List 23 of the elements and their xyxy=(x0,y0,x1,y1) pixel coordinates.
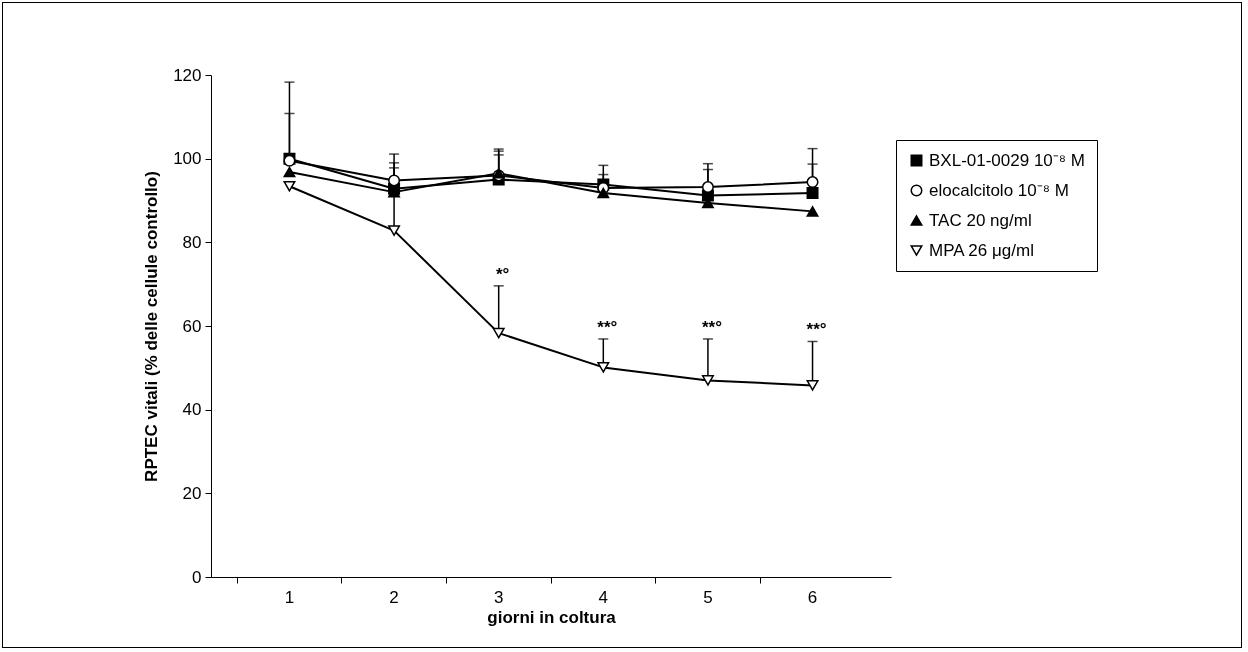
annotation: **° xyxy=(597,317,618,337)
legend-label: elocalcitolo 10⁻⁸ M xyxy=(929,180,1069,200)
y-tick-label: 20 xyxy=(182,483,202,503)
legend-label: TAC 20 ng/ml xyxy=(929,210,1032,230)
x-axis-title: giorni in coltura xyxy=(487,607,617,627)
x-tick-label: 5 xyxy=(703,587,713,607)
annotation: *° xyxy=(495,264,510,284)
y-tick-label: 0 xyxy=(192,567,202,587)
x-tick-label: 2 xyxy=(389,587,399,607)
x-tick-label: 1 xyxy=(284,587,295,607)
legend-label: MPA 26 μg/ml xyxy=(929,240,1034,260)
y-tick-label: 120 xyxy=(173,65,202,85)
y-tick-label: 80 xyxy=(182,232,202,252)
x-tick-label: 6 xyxy=(807,587,818,607)
annotation: **° xyxy=(806,320,827,340)
annotation: **° xyxy=(701,317,723,337)
x-tick-label: 3 xyxy=(493,587,504,607)
legend-label: BXL-01-0029 10⁻⁸ M xyxy=(929,150,1085,170)
y-tick-label: 40 xyxy=(182,400,202,420)
y-tick-label: 100 xyxy=(173,149,202,169)
x-tick-label: 4 xyxy=(598,587,609,607)
y-tick-label: 60 xyxy=(182,316,202,336)
y-axis-title: RPTEC vitali (% delle cellule controllo) xyxy=(142,171,162,482)
